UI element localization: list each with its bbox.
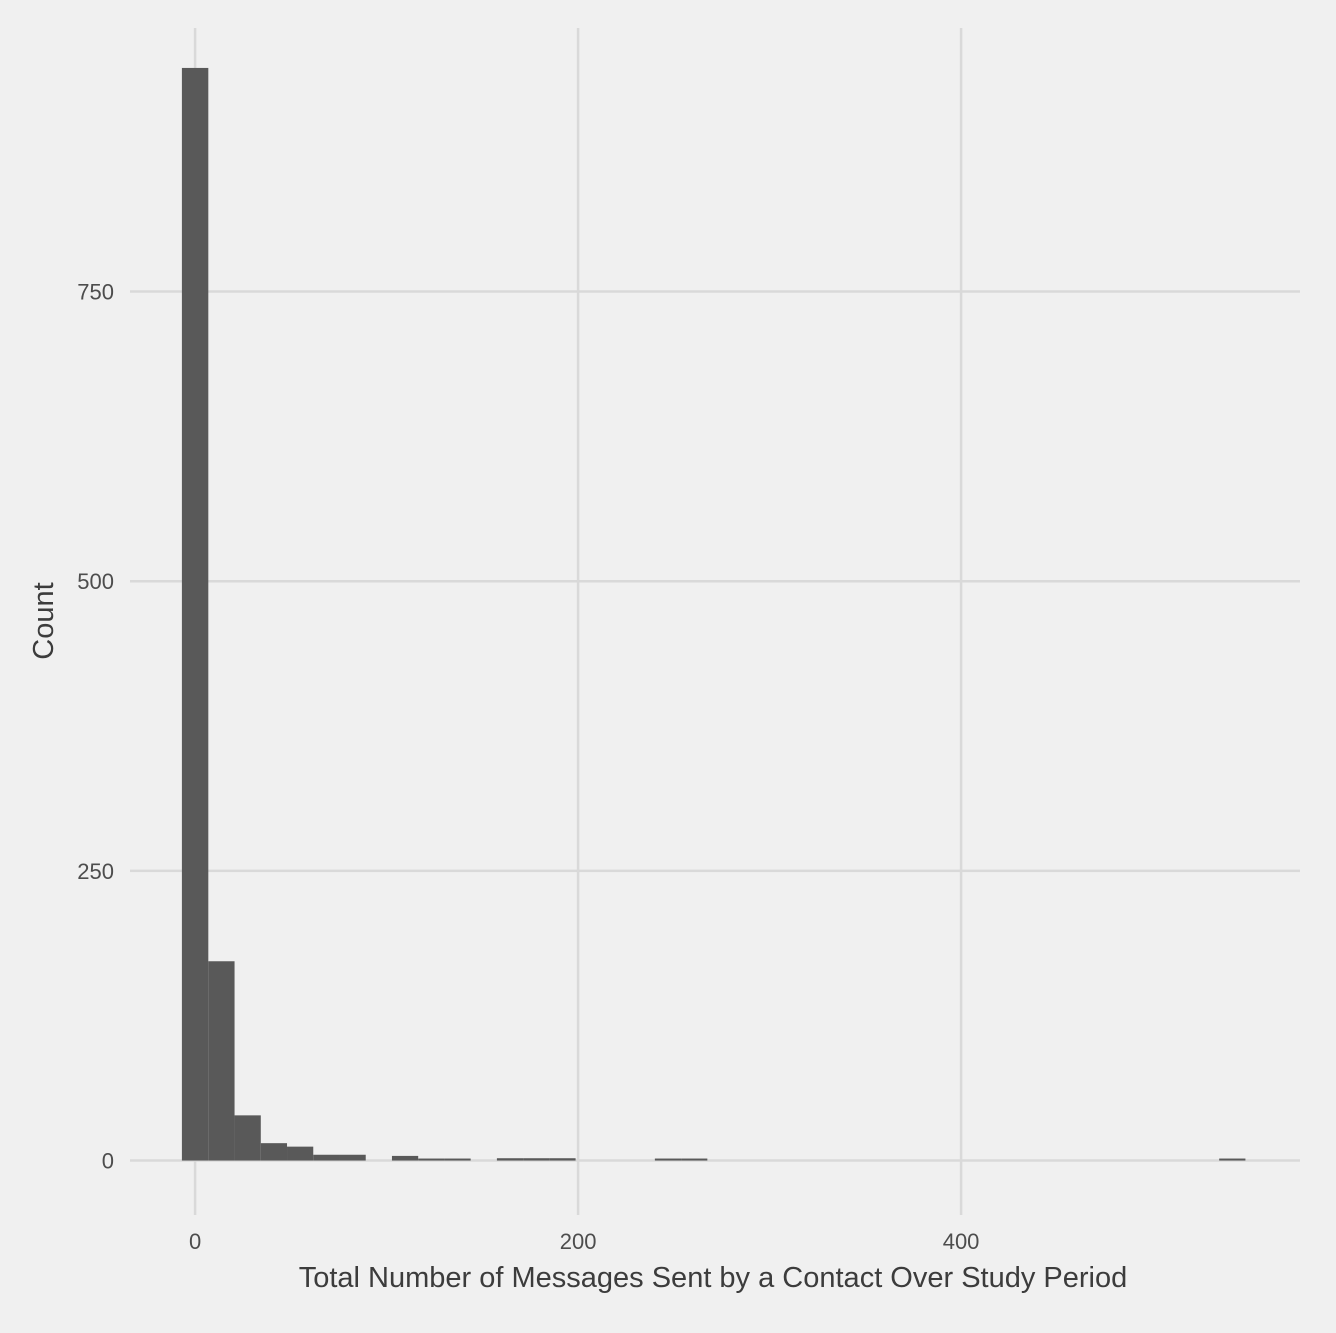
histogram-bar-13 [654,1158,682,1161]
y-tick-label-0: 0 [102,1149,114,1174]
histogram-bar-5 [313,1154,340,1161]
x-tick-label-0: 0 [189,1229,201,1254]
bar-layer [181,67,1246,1161]
y-tick-label-750: 750 [77,280,114,305]
histogram-bar-12 [549,1158,576,1161]
histogram-bar-1 [208,961,235,1161]
histogram-bar-14 [681,1158,708,1161]
y-tick-label-250: 250 [77,859,114,884]
histogram-bar-9 [444,1158,471,1161]
tick-label-layer: 0 250 500 750 0 200 400 [77,280,979,1254]
histogram-bar-3 [260,1143,288,1161]
x-tick-label-400: 400 [943,1229,980,1254]
x-tick-label-200: 200 [560,1229,597,1254]
histogram-bar-11 [523,1158,550,1161]
histogram-bar-4 [287,1146,314,1161]
histogram-bar-7 [391,1155,419,1161]
y-tick-label-500: 500 [77,569,114,594]
grid-layer [130,28,1300,1215]
histogram-bar-10 [496,1158,524,1161]
histogram-bar-15 [1219,1158,1246,1161]
histogram-bar-0 [181,67,209,1161]
x-axis-title: Total Number of Messages Sent by a Conta… [299,1262,1128,1294]
y-axis-title: Count [28,582,60,659]
histogram-bar-8 [418,1158,445,1161]
histogram-bar-6 [339,1154,366,1161]
histogram-bar-2 [234,1115,261,1161]
